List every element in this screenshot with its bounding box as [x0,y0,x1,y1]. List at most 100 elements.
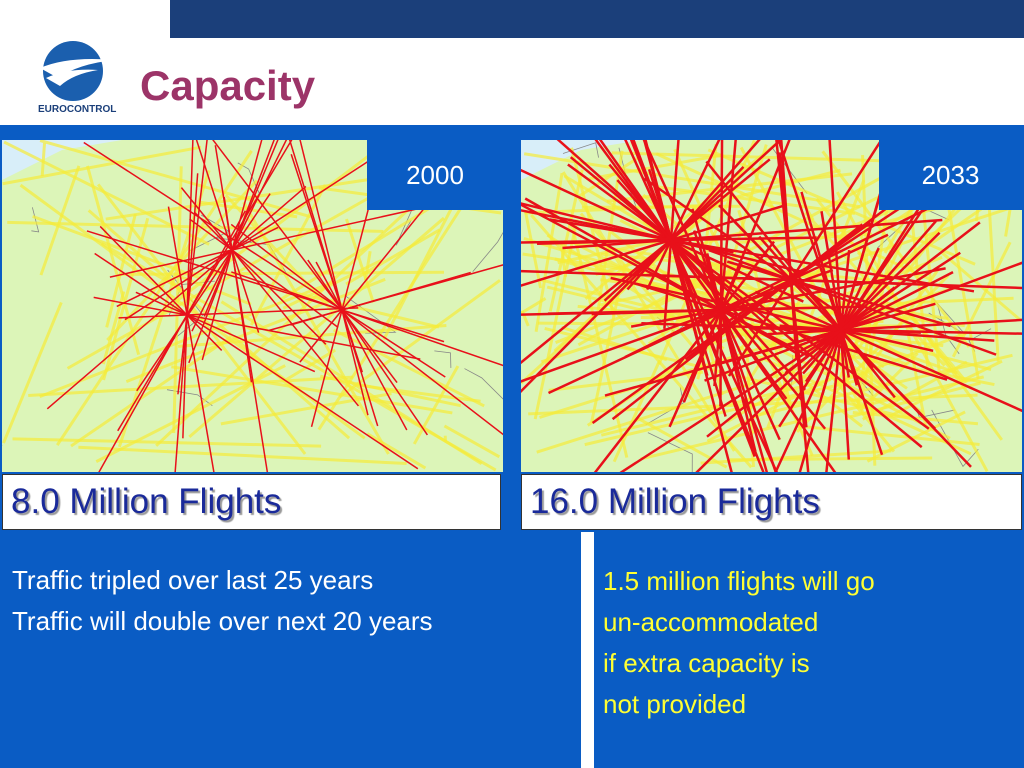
traffic-dense [774,247,880,472]
divider [581,532,594,768]
traffic-dense [310,140,388,427]
border [434,350,452,368]
traffic-light [2,145,202,186]
year-label: 2000 [367,140,503,210]
traffic-dense [727,140,883,377]
traffic-dense [177,140,208,395]
note-line: Traffic tripled over last 25 years [12,565,374,595]
traffic-dense [299,179,448,363]
notes: 1.5 million flights will go un-accommoda… [603,561,875,725]
traffic-dense [663,140,680,329]
traffic-dense [174,173,199,472]
traffic-dense [193,211,327,345]
traffic-dense [83,141,446,378]
border [931,409,979,468]
traffic-dense [820,211,851,378]
traffic-dense [521,203,787,287]
traffic-dense [203,140,279,317]
border [645,386,684,426]
traffic-dense [315,261,408,431]
traffic-light [540,205,1013,364]
traffic-dense [188,140,275,364]
traffic-dense [537,237,725,246]
traffic-light [2,301,63,444]
notes: Traffic tripled over last 25 years Traff… [12,560,433,642]
traffic-dense [135,291,316,373]
slide-title: Capacity [140,62,316,109]
traffic-light [795,274,950,433]
border [647,432,693,472]
traffic-dense [201,140,263,361]
border [464,368,503,400]
traffic-light [443,424,501,459]
traffic-dense [804,200,930,383]
traffic-dense [230,223,503,436]
traffic-light [28,375,354,397]
traffic-dense [299,140,369,416]
header-band [170,0,1024,38]
traffic-light [795,424,980,447]
traffic-dense [86,230,445,343]
traffic-dense [124,140,403,321]
note-line: not provided [603,689,747,719]
traffic-light [172,166,183,434]
traffic-dense [643,177,851,322]
traffic-dense [682,140,791,403]
traffic-light [249,184,327,326]
traffic-dense [223,196,253,383]
note-line: 1.5 million flights will go [603,566,875,596]
traffic-light [849,381,981,419]
traffic-light [521,199,724,385]
note-line: un-accommodated [603,607,819,637]
traffic-dense [195,140,260,333]
traffic-light [745,259,910,361]
traffic-light [97,183,307,455]
traffic-light [155,177,443,447]
caption: 8.0 Million Flights [2,474,501,530]
traffic-dense [630,280,948,381]
traffic-dense [624,191,962,359]
traffic-light [332,328,485,408]
traffic-dense [521,268,834,383]
traffic-dense [754,290,1022,413]
traffic-dense [521,158,771,365]
traffic-light [87,209,351,440]
traffic-light [319,374,462,408]
logo-text: EUROCONTROL [38,104,117,115]
traffic-dense [616,179,807,391]
traffic-light [39,140,312,219]
traffic-light [119,270,445,276]
traffic-dense [307,259,428,436]
traffic-dense [726,260,951,328]
traffic-dense [695,231,941,472]
traffic-light [640,375,985,461]
traffic-dense [521,166,745,394]
traffic-light [12,437,322,448]
traffic-light [101,291,126,365]
traffic-dense [798,197,881,472]
traffic-dense [556,140,778,335]
traffic-light [345,218,375,303]
traffic-dense [167,206,215,472]
traffic-dense [646,140,721,291]
traffic-dense [692,230,778,472]
traffic-light [56,150,253,446]
traffic-dense [636,152,756,457]
border [562,142,599,158]
traffic-light [707,148,976,266]
traffic-dense [180,187,360,407]
traffic-dense [521,305,862,316]
traffic-light [889,359,1003,418]
traffic-dense [775,140,808,428]
traffic-dense [46,185,307,410]
traffic-light [171,365,453,415]
traffic-dense [116,226,279,308]
traffic-light [530,214,753,469]
traffic-light [32,214,202,280]
traffic-light [536,356,834,454]
traffic-light [590,263,627,424]
traffic-dense [749,326,1022,335]
traffic-dense [521,168,804,303]
traffic-light [40,143,47,177]
traffic-light [282,258,382,310]
